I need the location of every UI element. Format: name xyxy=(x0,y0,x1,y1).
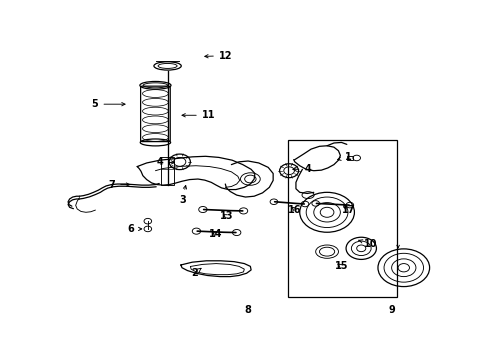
Text: 4: 4 xyxy=(293,164,311,174)
Text: 1: 1 xyxy=(338,152,352,162)
Text: 2: 2 xyxy=(191,268,201,278)
Text: 7: 7 xyxy=(108,180,130,190)
Bar xyxy=(161,157,174,185)
Text: 6: 6 xyxy=(127,224,142,234)
Text: 15: 15 xyxy=(335,261,348,271)
Text: 5: 5 xyxy=(92,99,125,109)
Text: 8: 8 xyxy=(244,305,251,315)
Text: 13: 13 xyxy=(220,211,234,221)
Text: 12: 12 xyxy=(205,51,232,61)
Text: 17: 17 xyxy=(342,204,356,215)
Bar xyxy=(347,156,353,159)
Text: 4: 4 xyxy=(157,157,174,167)
Text: 10: 10 xyxy=(359,239,378,249)
Bar xyxy=(288,140,397,297)
Text: 9: 9 xyxy=(388,305,395,315)
Text: 3: 3 xyxy=(179,185,187,205)
Text: 14: 14 xyxy=(209,229,223,239)
Text: 11: 11 xyxy=(182,110,215,120)
Text: 16: 16 xyxy=(288,204,302,215)
